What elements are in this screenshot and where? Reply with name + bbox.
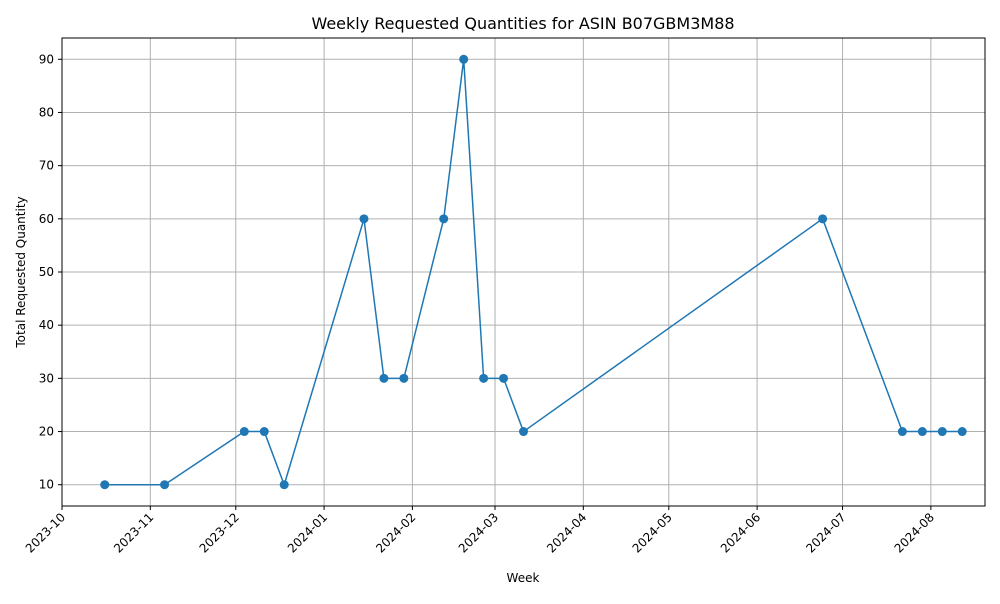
data-point <box>479 373 489 383</box>
x-axis-label: Week <box>507 571 540 585</box>
data-point <box>259 427 269 437</box>
data-point <box>519 427 528 437</box>
x-tick-label: 2024-04 <box>544 510 589 555</box>
y-tick-label: 70 <box>39 159 54 173</box>
x-tick-label: 2023-10 <box>23 510 68 555</box>
data-point <box>818 214 828 224</box>
x-tick-label: 2024-03 <box>456 510 501 555</box>
chart-title: Weekly Requested Quantities for ASIN B07… <box>311 14 734 33</box>
x-tick-label: 2024-06 <box>718 510 763 555</box>
grid-lines <box>61 38 985 506</box>
data-point <box>937 427 947 437</box>
y-tick-label: 90 <box>39 52 54 66</box>
y-tick-label: 40 <box>39 318 54 332</box>
data-point <box>379 373 389 383</box>
x-tick-label: 2023-12 <box>197 510 242 555</box>
data-point <box>459 54 469 64</box>
x-tick-label: 2024-07 <box>803 510 848 555</box>
data-point <box>499 373 509 383</box>
y-tick-label: 10 <box>39 478 54 492</box>
y-tick-label: 20 <box>39 425 54 439</box>
y-tick-label: 60 <box>39 212 54 226</box>
data-point <box>279 480 289 490</box>
data-point <box>100 480 110 490</box>
x-tick-label: 2024-08 <box>892 510 937 555</box>
data-point <box>160 480 170 490</box>
data-point <box>439 214 449 224</box>
y-tick-label: 30 <box>39 371 54 385</box>
y-tick-label: 80 <box>39 105 54 119</box>
x-tick-label: 2024-05 <box>630 510 675 555</box>
data-point <box>917 427 927 437</box>
data-point <box>399 373 409 383</box>
x-tick-label: 2023-11 <box>111 510 156 555</box>
y-tick-label: 50 <box>39 265 54 279</box>
y-axis-label: Total Requested Quantity <box>14 196 28 348</box>
data-point <box>239 427 249 437</box>
data-point <box>359 214 369 224</box>
x-tick-label: 2024-02 <box>373 510 418 555</box>
x-tick-label: 2024-01 <box>285 510 330 555</box>
x-axis-ticks: 2023-10 2023-11 2023-12 2024-01 2024-02 2024-… <box>23 506 937 556</box>
data-markers <box>100 54 967 490</box>
data-point <box>957 427 967 437</box>
data-point <box>897 427 907 437</box>
y-axis-ticks: 10 20 30 40 50 60 70 80 90 <box>39 52 62 492</box>
